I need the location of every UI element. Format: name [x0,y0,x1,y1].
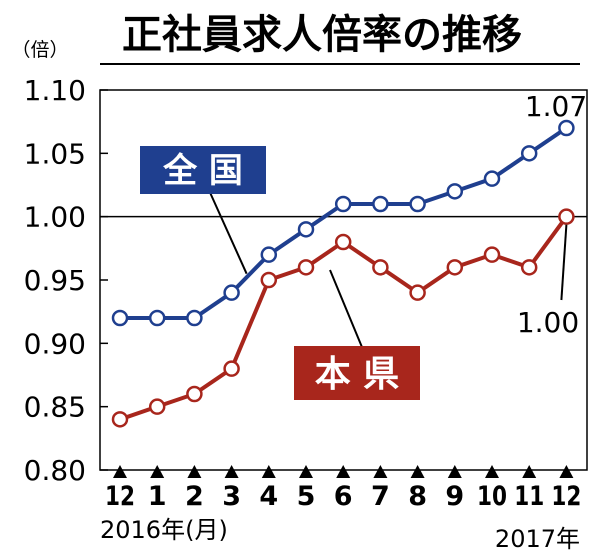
x-tick-label: 12 [551,481,581,512]
x-tick-label: 12 [105,481,135,512]
data-point [148,398,166,415]
data-point [558,208,575,225]
x-tick-marker [447,465,462,478]
data-point [558,119,575,137]
end-label-national: 1.07 [525,90,587,123]
y-tick-label: 0.95 [24,264,86,297]
x-tick-marker [559,465,574,478]
x-tick-label: 5 [297,481,316,512]
data-point [409,195,426,213]
legend-label-national: 全 国 [162,151,243,191]
data-point [483,246,501,263]
x-tick-label: 8 [408,481,427,512]
data-point [334,195,352,213]
data-point [483,170,501,187]
x-tick-marker [336,465,351,478]
y-axis-ticks: 1.10 1.05 1.00 0.95 0.90 0.85 0.80 [24,74,108,487]
y-tick-label: 0.80 [24,454,86,487]
legend-leader-national [207,187,248,275]
series-layer [111,119,575,428]
legend-box-national [140,146,266,194]
x-tick-label: 6 [334,481,353,512]
data-point [260,271,278,289]
x-tick-marker [299,465,313,478]
data-point [520,145,538,162]
x-tick-marker [410,465,425,478]
data-point [186,385,203,403]
x-tick-marker [113,465,127,478]
chart-title: 正社員求人倍率の推移 [122,12,522,58]
y-tick-label: 0.85 [24,391,86,424]
data-point [111,411,129,428]
data-point [409,284,426,301]
x-tick-label: 4 [259,481,278,512]
y-tick-label: 1.10 [24,74,86,107]
x-tick-marker [485,465,499,478]
legend-layer: 全 国本 県 1.07 1.00 [140,90,587,400]
legend-leader-prefecture [329,269,365,353]
data-point [148,309,166,327]
legend-box-prefecture [294,346,420,400]
data-point [223,360,240,377]
data-point [111,309,129,327]
y-tick-label: 1.05 [24,137,86,170]
x-tick-marker [522,465,537,478]
x-tick-label: 9 [445,481,464,512]
x-tick-marker [150,465,165,478]
data-point [186,309,203,327]
data-point [446,183,464,200]
data-point [446,259,464,276]
x-tick-marker [224,465,239,478]
x-tick-label: 3 [222,481,241,512]
data-point [372,259,389,276]
data-point [223,284,240,301]
legend-label-prefecture: 本 県 [315,354,400,395]
x-axis-ticks: 12 1 2 3 4 5 6 7 8 9 10 11 12 [105,465,581,512]
series-national [111,119,575,327]
y-axis-unit: （倍） [11,39,68,61]
year-start-label: 2016年(月) [100,516,228,544]
data-point [260,246,278,263]
x-tick-label: 2 [185,481,204,512]
x-tick-label: 7 [371,481,390,512]
x-tick-marker [187,465,202,478]
data-point [372,195,389,213]
data-point [520,259,538,276]
year-end-label: 2017年 [495,525,580,553]
x-tick-label: 11 [514,481,544,512]
data-point [297,259,315,276]
data-point [334,233,352,251]
x-tick-marker [261,465,276,478]
x-tick-marker [373,465,388,478]
series-prefecture [111,208,575,428]
x-tick-label: 1 [148,481,167,512]
x-tick-label: 10 [477,481,507,512]
end-label-prefecture: 1.00 [517,306,579,339]
y-tick-label: 1.00 [24,201,86,234]
end-label-leader-prefecture [560,224,568,301]
y-tick-label: 0.90 [24,327,86,360]
data-point [297,221,315,238]
